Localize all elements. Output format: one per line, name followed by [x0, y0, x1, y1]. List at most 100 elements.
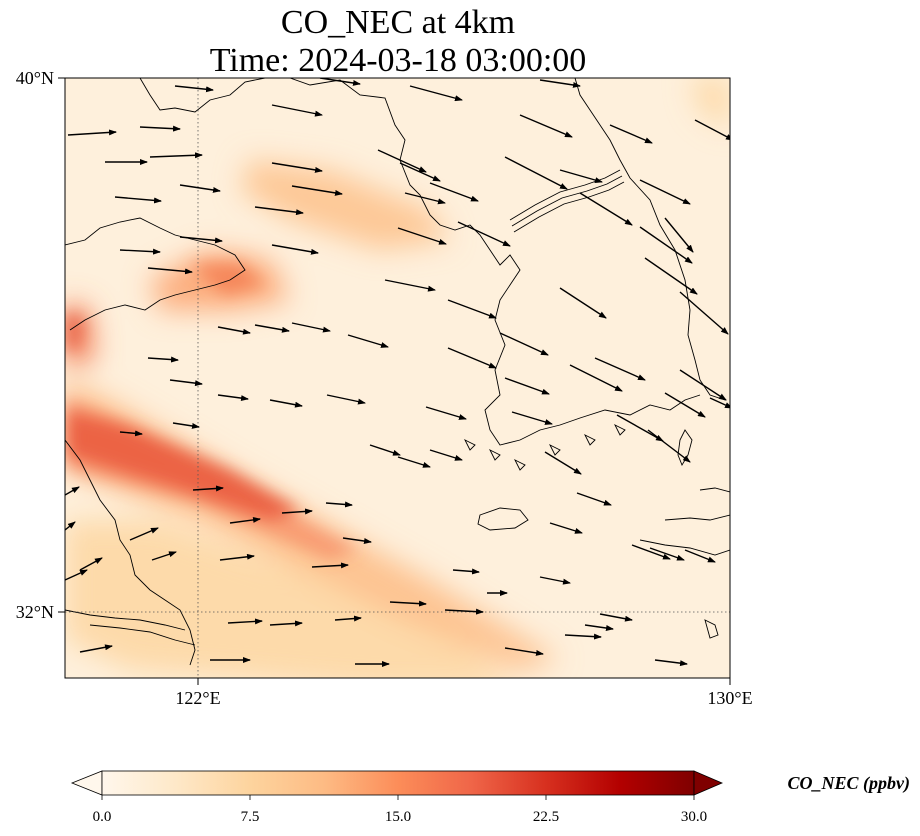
colorbar-ticks: [101, 795, 695, 800]
wind-vector: [504, 156, 568, 190]
coastline-kyushu: [639, 487, 730, 639]
wind-vector: [79, 644, 113, 653]
wind-vector: [647, 429, 691, 463]
wind-vector: [291, 185, 343, 196]
wind-vector: [119, 248, 161, 255]
lon-label-122: 122°E: [175, 688, 220, 708]
plot-title-line2: Time: 2024-03-18 03:00:00: [209, 42, 587, 79]
colorbar-extend-max: [693, 770, 724, 796]
coastline-liaodong: [139, 78, 266, 113]
wind-vector: [217, 326, 251, 335]
wind-vector: [549, 522, 583, 534]
plume-ne: [690, 78, 730, 130]
wind-vector: [347, 334, 389, 348]
wind-vector: [151, 551, 177, 561]
plume-south-band: [65, 520, 505, 678]
coastline-islands-sw: [463, 423, 626, 471]
cb-tick-label-4: 30.0: [681, 809, 707, 825]
wind-vector: [169, 379, 203, 387]
wind-vector: [511, 411, 553, 425]
wind-vector: [139, 125, 181, 132]
lat-label-40: 40°N: [16, 68, 54, 88]
wind-vector: [65, 521, 76, 531]
coastline-china-east: [65, 439, 196, 666]
wind-vector: [429, 449, 463, 461]
colorbar-extend-min: [70, 770, 103, 796]
wind-vector: [544, 451, 582, 475]
cb-tick-label-2: 15.0: [385, 809, 411, 825]
wind-vector: [399, 162, 441, 182]
wind-vector: [271, 104, 323, 117]
wind-vector: [684, 549, 716, 563]
wind-vector: [499, 332, 549, 356]
wind-vector: [457, 221, 511, 247]
plume-bohai-core: [190, 262, 265, 295]
wind-vector: [609, 124, 653, 144]
wind-vector: [594, 357, 646, 381]
colorbar-gradient: [101, 770, 695, 796]
wind-vector: [65, 486, 80, 496]
wind-vector: [649, 547, 685, 561]
wind-vector: [694, 119, 730, 141]
wind-vector: [409, 85, 463, 102]
wind-vector: [447, 299, 497, 319]
wind-vector: [504, 647, 544, 656]
wind-vector: [564, 633, 602, 640]
cb-tick-label-0: 0.0: [93, 809, 112, 825]
wind-vector: [342, 537, 372, 544]
wind-vector: [389, 600, 427, 607]
wind-vector: [452, 568, 480, 575]
coastline-dmz: [509, 169, 625, 233]
wind-vector: [114, 196, 162, 204]
wind-vector: [654, 659, 688, 667]
wind-vector: [664, 217, 694, 253]
wind-vector: [504, 377, 550, 395]
wind-vector: [569, 364, 623, 392]
lat-label-32: 32°N: [16, 602, 54, 622]
axis-ticks: [58, 77, 731, 685]
wind-vector: [644, 257, 698, 295]
wind-vector: [384, 279, 436, 292]
wind-vector: [326, 394, 366, 405]
wind-vector: [616, 414, 664, 442]
wind-vector: [119, 430, 143, 437]
wind-vector: [65, 569, 88, 581]
wind-vector: [147, 356, 179, 363]
wind-vector: [709, 397, 730, 409]
coastline-yangtze: [65, 609, 196, 646]
wind-vector: [539, 576, 571, 585]
gridlines: [65, 78, 730, 678]
wind-vector: [67, 129, 117, 136]
wind-vector: [404, 192, 446, 205]
wind-vector: [179, 184, 221, 193]
wind-vector: [269, 620, 303, 627]
wind-vector: [599, 613, 633, 622]
wind-vector: [559, 287, 607, 319]
wind-vector: [229, 516, 261, 524]
wind-vector: [519, 114, 573, 138]
wind-vector: [319, 78, 361, 86]
plume-north: [240, 160, 450, 250]
wind-vector: [631, 544, 671, 560]
wind-vector: [269, 399, 303, 408]
colorbar: 0.0 7.5 15.0 22.5 30.0 CO_NEC (ppbv): [70, 770, 910, 825]
coastlines: [65, 78, 730, 666]
wind-vector: [325, 501, 353, 508]
coastline-korea-east: [574, 78, 726, 401]
wind-vector: [334, 615, 362, 622]
cb-tick-label-1: 7.5: [241, 809, 260, 825]
wind-vector: [271, 162, 323, 173]
wind-vector: [254, 324, 290, 333]
wind-vector: [639, 179, 691, 205]
coastline-shandong: [65, 217, 246, 331]
wind-vector: [639, 226, 693, 264]
wind-vector: [425, 406, 467, 420]
plume-west-core: [65, 310, 85, 350]
wind-vector: [219, 553, 255, 561]
coastline-north-korea-west: [289, 78, 701, 446]
cb-tick-label-3: 22.5: [533, 809, 559, 825]
wind-vector: [576, 492, 612, 506]
wind-vectors: [65, 78, 730, 667]
wind-vector: [281, 508, 313, 515]
